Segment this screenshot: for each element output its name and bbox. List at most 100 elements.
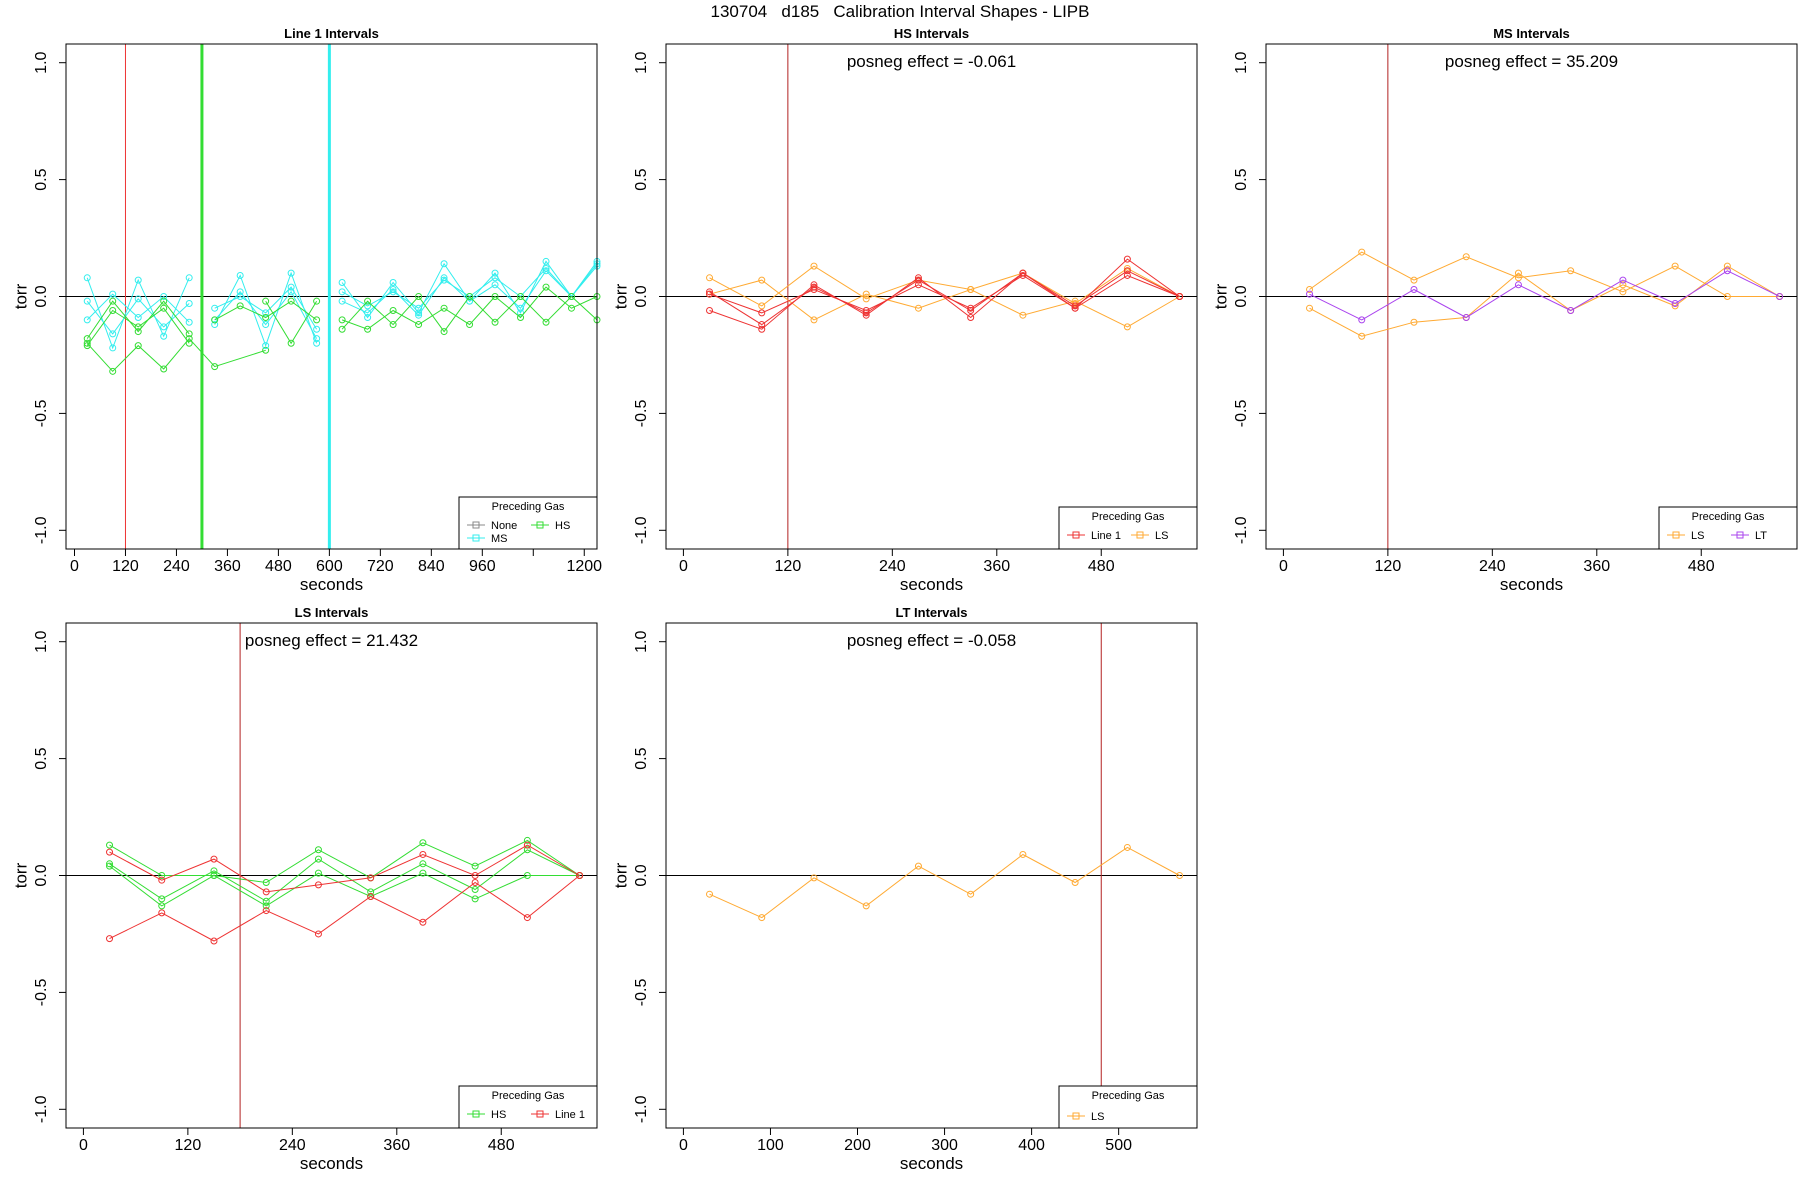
- x-tick-label: 0: [79, 1137, 88, 1154]
- data-point: [440, 260, 448, 268]
- data-point: [313, 335, 321, 343]
- y-tick-label: 0.0: [33, 285, 50, 307]
- series-line: [1309, 265, 1780, 337]
- data-point: [83, 339, 91, 347]
- data-point: [862, 311, 870, 319]
- data-point: [440, 328, 448, 336]
- legend-title: Preceding Gas: [492, 1090, 565, 1102]
- chart-title: LT Intervals: [895, 605, 967, 620]
- data-point: [914, 276, 922, 284]
- x-tick-label: 120: [175, 1137, 202, 1154]
- data-point: [364, 297, 372, 305]
- data-point: [262, 888, 270, 896]
- series-line: [109, 875, 580, 942]
- data-point: [211, 316, 219, 324]
- data-point: [419, 918, 427, 926]
- data-point: [491, 318, 499, 326]
- posneg-effect-annotation: posneg effect = 35.209: [1445, 52, 1618, 71]
- x-tick-label: 720: [367, 558, 394, 575]
- series-line: [86, 307, 190, 346]
- data-point: [517, 314, 525, 322]
- x-tick-label: 1200: [566, 558, 602, 575]
- data-point: [491, 274, 499, 282]
- page-title: 130704 d185 Calibration Interval Shapes …: [710, 2, 1090, 21]
- x-tick-label: 500: [1105, 1137, 1132, 1154]
- data-point: [862, 290, 870, 298]
- data-point: [314, 855, 322, 863]
- x-axis-label: seconds: [300, 575, 363, 594]
- series-line: [709, 258, 1180, 330]
- x-tick-label: 360: [383, 1137, 410, 1154]
- ls-intervals-chart: LS Intervals 0 120 240 360 480 seconds -1.0 -0.5…: [11, 605, 598, 1173]
- data-point: [314, 869, 322, 877]
- x-tick-label: 360: [214, 558, 241, 575]
- series-line: [214, 290, 318, 339]
- data-point: [83, 342, 91, 350]
- data-point: [1358, 248, 1366, 256]
- data-point: [185, 339, 193, 347]
- data-point: [523, 846, 531, 854]
- data-point: [236, 288, 244, 296]
- data-point: [1176, 293, 1184, 300]
- legend-marker: [536, 521, 544, 529]
- data-point: [1776, 293, 1784, 300]
- series-line: [265, 300, 318, 345]
- data-point: [758, 309, 766, 317]
- data-point: [364, 325, 372, 333]
- data-point: [314, 930, 322, 938]
- data-point: [517, 293, 525, 300]
- data-point: [419, 850, 427, 858]
- series-line: [214, 286, 318, 330]
- data-point: [367, 888, 375, 896]
- legend-marker: [1072, 1112, 1080, 1120]
- data-point: [262, 902, 270, 910]
- data-point: [758, 302, 766, 310]
- data-point: [1723, 293, 1731, 300]
- data-point: [440, 274, 448, 282]
- series-line: [109, 849, 580, 902]
- data-point: [706, 307, 714, 315]
- data-point: [517, 309, 525, 317]
- x-tick-label: 960: [469, 558, 496, 575]
- y-tick-label: 1.0: [33, 630, 50, 652]
- data-point: [1514, 281, 1522, 289]
- data-point: [758, 276, 766, 284]
- data-point: [313, 339, 321, 347]
- data-point: [914, 274, 922, 282]
- data-point: [134, 314, 142, 322]
- hs-intervals-chart: HS Intervals 0 120 240 360 480 seconds -1.0 -0.5…: [611, 26, 1198, 594]
- y-tick-label: -0.5: [33, 400, 50, 428]
- data-point: [262, 314, 270, 322]
- data-point: [211, 363, 219, 371]
- data-point: [862, 309, 870, 317]
- y-tick-label: 1.0: [33, 51, 50, 73]
- data-point: [1123, 267, 1131, 275]
- data-point: [262, 907, 270, 915]
- data-point: [389, 278, 397, 286]
- data-point: [1723, 267, 1731, 275]
- y-tick-label: 0.0: [1233, 285, 1250, 307]
- x-tick-label: 120: [1375, 558, 1402, 575]
- data-point: [419, 839, 427, 847]
- x-axis-label: seconds: [900, 575, 963, 594]
- legend-box: [1658, 506, 1798, 550]
- data-point: [1123, 323, 1131, 331]
- legend-entry: LS: [1091, 1111, 1104, 1123]
- data-point: [810, 281, 818, 289]
- data-point: [236, 293, 244, 300]
- y-axis-label: torr: [11, 283, 30, 309]
- data-point: [1123, 843, 1131, 851]
- legend-marker: [536, 1110, 544, 1118]
- chart-title: LS Intervals: [295, 605, 369, 620]
- data-point: [1019, 269, 1027, 277]
- data-point: [810, 874, 818, 882]
- y-tick-label: 1.0: [633, 51, 650, 73]
- x-tick-label: 360: [1583, 558, 1610, 575]
- legend-marker: [1672, 531, 1680, 539]
- data-point: [862, 902, 870, 910]
- data-point: [1567, 307, 1575, 315]
- legend-entry: LT: [1755, 530, 1767, 542]
- data-point: [262, 879, 270, 887]
- data-point: [491, 293, 499, 300]
- data-point: [314, 881, 322, 889]
